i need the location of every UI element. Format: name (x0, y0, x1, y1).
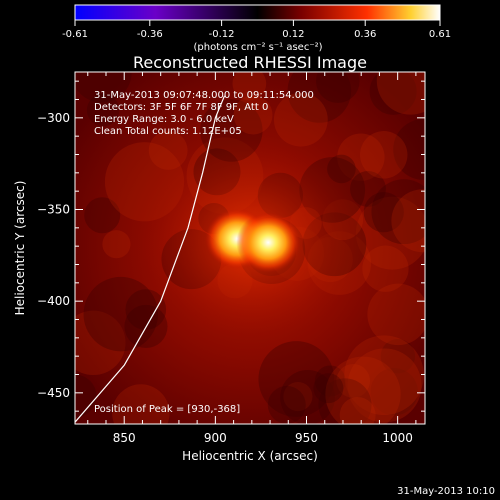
y-tick-label: −450 (37, 386, 70, 400)
x-axis-label: Heliocentric X (arcsec) (182, 449, 318, 463)
y-axis-label: Heliocentric Y (arcsec) (13, 181, 27, 316)
colorbar-ticks: -0.61 -0.36 -0.12 0.12 0.36 0.61 (62, 20, 451, 40)
timestamp: 31-May-2013 10:10 (397, 486, 495, 497)
annotation-line: 31-May-2013 09:07:48.000 to 09:11:54.000 (94, 90, 314, 101)
heatmap-image (75, 72, 425, 424)
annotation-line: Clean Total counts: 1.12E+05 (94, 126, 242, 137)
colorbar-tick-label: -0.61 (62, 29, 88, 40)
annotation-block: 31-May-2013 09:07:48.000 to 09:11:54.000… (94, 90, 314, 137)
annotation-line: Detectors: 3F 5F 6F 7F 8F 9F, Att 0 (94, 102, 268, 113)
peak-position-label: Position of Peak = [930,-368] (94, 404, 240, 415)
y-tick-label: −300 (37, 111, 70, 125)
source-blob (236, 212, 301, 273)
x-tick-label: 950 (295, 431, 318, 445)
x-tick-label: 850 (113, 431, 136, 445)
y-tick-label: −350 (37, 203, 70, 217)
colorbar-tick-label: 0.36 (354, 29, 376, 40)
annotation-line: Energy Range: 3.0 - 6.0 keV (94, 114, 234, 125)
x-tick-label: 1000 (382, 431, 413, 445)
colorbar-unit-label: (photons cm⁻² s⁻¹ asec⁻²) (193, 42, 322, 53)
x-tick-label: 900 (204, 431, 227, 445)
colorbar-tick-label: -0.12 (209, 29, 235, 40)
colorbar (74, 4, 441, 21)
axis-ticks: 850 900 950 1000 −300 −350 −400 −450 (37, 72, 425, 445)
plot-frame (74, 71, 426, 425)
colorbar-tick-label: 0.12 (282, 29, 304, 40)
colorbar-tick-label: 0.61 (429, 29, 451, 40)
y-tick-label: −400 (37, 294, 70, 308)
colorbar-tick-label: -0.36 (137, 29, 163, 40)
chart-title: Reconstructed RHESSI Image (133, 53, 367, 72)
solar-limb-curve (75, 95, 226, 423)
